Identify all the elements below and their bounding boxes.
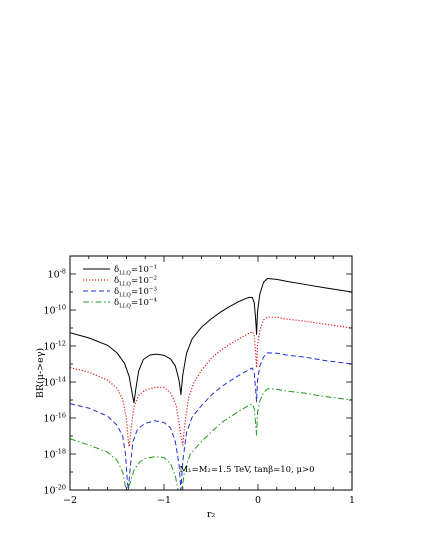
legend-label-4: δLLQ=10−4: [114, 298, 158, 310]
y-tick-label: 10-16: [43, 412, 66, 425]
series-line-4: [70, 388, 352, 490]
legend-label-2: δLLQ=10−2: [114, 276, 157, 288]
y-tick-label: 10-12: [43, 340, 66, 353]
legend-label-1: δLLQ=10−1: [114, 265, 157, 277]
y-ticks: 10-8 10-10 10-12 10-14 10-16 10-18 10-20: [43, 255, 352, 497]
y-tick-label: 10-14: [43, 376, 66, 389]
series-layer: [70, 278, 352, 490]
annotation: M₁=M₂=1.5 TeV, tanβ=10, μ>0: [179, 465, 314, 475]
y-tick-label: 10-8: [48, 268, 66, 281]
x-tick-label: −2: [63, 495, 77, 506]
series-line-3: [70, 352, 352, 490]
y-tick-label: 10-10: [43, 304, 66, 317]
x-tick-label: 0: [255, 495, 261, 506]
x-ticks: −2 −1 0 1: [63, 256, 355, 506]
series-line-1: [70, 278, 352, 404]
x-tick-label: 1: [349, 495, 355, 506]
plot-frame: [69, 255, 353, 491]
x-axis-label: r₂: [207, 509, 216, 520]
y-tick-label: 10-20: [43, 484, 66, 497]
legend-label-3: δLLQ=10−3: [114, 287, 158, 299]
y-tick-label: 10-18: [43, 448, 66, 461]
series-line-2: [70, 316, 352, 448]
x-tick-label: −1: [157, 495, 171, 506]
y-axis-label: BR(μ->eγ): [35, 348, 46, 398]
